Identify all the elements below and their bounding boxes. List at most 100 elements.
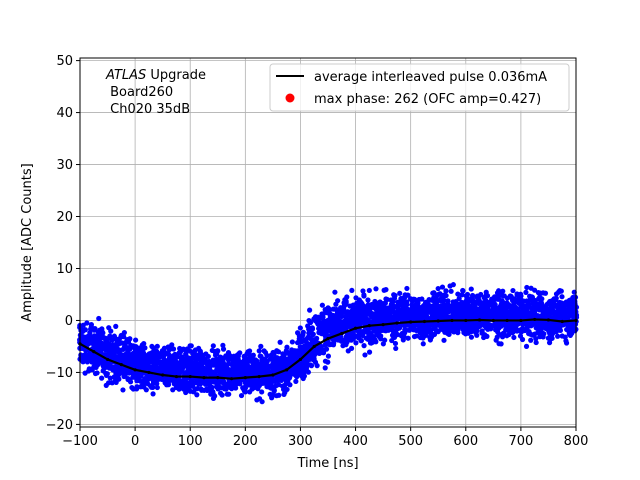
scatter-point [121,330,127,336]
scatter-point [524,284,530,291]
scatter-point [393,345,399,352]
scatter-point [518,293,524,299]
scatter-point [258,343,264,349]
scatter-point [557,327,564,334]
scatter-point [330,342,337,348]
scatter-point [415,302,421,308]
scatter-point [93,335,99,341]
scatter-point [468,286,474,292]
x-tick-label: 400 [343,434,368,449]
scatter-point [523,289,529,295]
scatter-point [194,386,200,392]
scatter-point [143,387,149,393]
scatter-point [120,387,126,393]
scatter-point [455,330,461,336]
y-axis-label: Amplitude [ADC Counts] [20,163,35,321]
scatter-point [133,337,139,343]
scatter-point [322,365,328,371]
legend-dot-marker [285,93,295,103]
scatter-point [519,336,526,343]
scatter-point [533,339,539,346]
scatter-point [256,348,262,354]
average-pulse-point [381,323,385,327]
average-pulse-point [395,321,399,325]
scatter-point [383,287,389,293]
scatter-point [107,333,113,339]
scatter-point [259,399,265,405]
scatter-point [238,392,245,399]
scatter-point [496,288,502,294]
scatter-point [150,384,156,391]
legend-box [269,63,570,112]
scatter-point [541,331,547,337]
scatter-point [308,363,315,369]
average-pulse-point [464,318,468,323]
scatter-point [572,294,579,300]
scatter-point [371,328,377,334]
average-pulse-point [105,357,110,362]
y-axis-ticks: −20 −10 0 10 20 30 40 50 [46,54,80,433]
scatter-point [498,341,504,347]
scatter-point [484,293,491,299]
scatter-point [310,331,316,337]
average-pulse-point [477,318,482,322]
scatter-point [348,345,355,351]
scatter-point [460,288,466,294]
scatter-point [100,330,106,336]
scatter-point [212,393,218,399]
atlas-annotation: ATLAS Upgrade Board260 Ch020 35dB [105,68,206,117]
scatter-point [446,331,452,338]
scatter-point [237,350,243,356]
scatter-point [404,285,410,292]
scatter-point [344,294,350,300]
average-pulse-point [546,318,551,322]
scatter-point [259,389,265,395]
average-pulse-point [243,376,247,380]
x-tick-label: 0 [131,434,139,449]
y-tick-label: −20 [46,418,73,433]
average-pulse-point [133,368,137,372]
annotation-line-1: ATLAS Upgrade [105,68,206,83]
scatter-point [319,302,325,308]
scatter-point [405,292,411,298]
average-pulse-point [161,373,165,377]
scatter-point [105,380,112,386]
scatter-point [325,359,331,365]
scatter-point [558,288,564,294]
y-tick-label: 40 [56,106,73,121]
average-pulse-point [367,324,371,328]
scatter-point [373,339,379,345]
scatter-point [242,389,248,395]
scatter-point [154,381,160,387]
scatter-point [121,334,127,340]
x-tick-label: 500 [398,434,423,449]
scatter-point [169,342,175,348]
average-pulse-point [147,370,151,375]
scatter-point [528,337,534,343]
scatter-point [366,349,373,355]
scatter-point [394,332,401,338]
scatter-point [469,292,476,299]
scatter-point [250,352,256,358]
scatter-point [289,339,295,345]
scatter-point [511,334,517,341]
scatter-point [84,320,90,326]
y-tick-label: 0 [65,314,73,329]
annotation-line-3: Ch020 35dB [106,102,190,117]
scatter-point [188,343,194,349]
scatter-point [264,352,270,359]
legend-entry-average-pulse: average interleaved pulse 0.036mA [314,70,547,85]
scatter-point [94,370,100,376]
scatter-point [321,311,327,317]
scatter-point [246,348,253,354]
scatter-point [555,333,561,339]
scatter-point [484,333,490,339]
scatter-point [96,315,102,322]
scatter-point [358,338,364,344]
scatter-point [353,340,359,346]
average-pulse-point [229,377,234,381]
scatter-point [349,287,355,294]
scatter-point [456,296,462,302]
scatter-point [220,342,226,348]
